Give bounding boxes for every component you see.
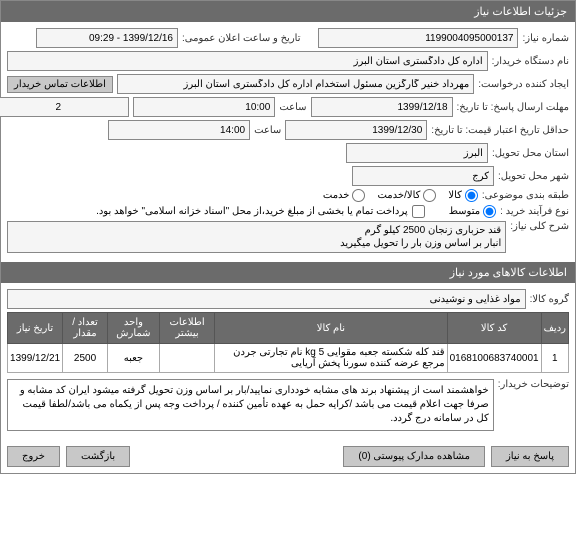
footer-buttons: پاسخ به نیاز مشاهده مدارک پیوستی (0) باز…	[1, 440, 575, 473]
th-name: نام کالا	[215, 313, 447, 344]
page-container: جزئیات اطلاعات نیاز شماره نیاز: تاریخ و …	[0, 0, 576, 474]
goods-area: گروه کالا: ردیف کد کالا نام کالا اطلاعات…	[1, 283, 575, 440]
header-details: جزئیات اطلاعات نیاز	[1, 1, 575, 22]
public-time-field	[36, 28, 178, 48]
valid-label: حداقل تاریخ اعتبار قیمت: تا تاریخ:	[431, 125, 569, 136]
deadline-label: مهلت ارسال پاسخ: تا تاریخ:	[457, 102, 569, 113]
r1-extra	[159, 344, 214, 373]
contact-link[interactable]: اطلاعات تماس خریدار	[7, 76, 113, 93]
need-number-field	[318, 28, 518, 48]
pkg-serv-radio[interactable]	[352, 189, 365, 202]
th-qty: تعداد / مقدار	[63, 313, 108, 344]
desc-label: شرح کلی نیاز:	[510, 221, 569, 232]
group-label: گروه کالا:	[530, 294, 569, 305]
buyer-name-field	[7, 51, 488, 71]
r1-qty: 2500	[63, 344, 108, 373]
pkg-goods-option[interactable]: کالا	[448, 189, 478, 202]
group-field	[7, 289, 526, 309]
r1-code: 0168100683740001	[447, 344, 541, 373]
th-date: تاریخ نیاز	[8, 313, 63, 344]
proc-mid-radio[interactable]	[483, 205, 496, 218]
exit-button[interactable]: خروج	[7, 446, 60, 467]
package-radio-group: کالا کالا/خدمت خدمت	[323, 189, 478, 202]
r1-date: 1399/12/21	[8, 344, 63, 373]
form-area: شماره نیاز: تاریخ و ساعت اعلان عمومی: نا…	[1, 22, 575, 262]
days-count-field	[0, 97, 129, 117]
th-code: کد کالا	[447, 313, 541, 344]
pkg-goods-label: کالا	[448, 190, 462, 201]
r1-idx: 1	[541, 344, 568, 373]
pkg-goods-radio[interactable]	[465, 189, 478, 202]
pkg-serv-option[interactable]: خدمت	[323, 189, 366, 202]
time-label-1: ساعت	[279, 102, 306, 113]
table-row: 1 0168100683740001 قند کله شکسته جعبه مق…	[8, 344, 569, 373]
r1-name: قند کله شکسته جعبه مقوایی kg 5 نام تجارت…	[215, 344, 447, 373]
pkg-service-radio[interactable]	[423, 189, 436, 202]
province-label: استان محل تحویل:	[492, 148, 569, 159]
city-field	[352, 166, 494, 186]
time-label-2: ساعت	[254, 125, 281, 136]
public-time-label: تاریخ و ساعت اعلان عمومی:	[182, 33, 301, 44]
deadline-time-field	[133, 97, 275, 117]
pay-note-text: پرداخت تمام یا بخشی از مبلغ خرید،از محل …	[96, 206, 408, 217]
proc-mid-label: متوسط	[449, 206, 480, 217]
desc-field: قند حزباری زنجان 2500 کیلو گرم انبار بر …	[7, 221, 506, 253]
buyer-note-box: خواهشمند است از پیشنهاد برند های مشابه خ…	[7, 379, 494, 431]
th-unit: واحد شمارش	[107, 313, 159, 344]
pkg-serv-label: خدمت	[323, 190, 350, 201]
buyer-note-label: توضیحات خریدار:	[498, 379, 569, 390]
buyer-name-label: نام دستگاه خریدار:	[492, 56, 569, 67]
need-number-label: شماره نیاز:	[522, 33, 569, 44]
package-label: طبقه بندی موضوعی:	[482, 190, 569, 201]
r1-unit: جعبه	[107, 344, 159, 373]
th-row: ردیف	[541, 313, 568, 344]
desc-line2: انبار بر اساس وزن بار را تحویل میگیرید	[12, 237, 501, 250]
desc-line1: قند حزباری زنجان 2500 کیلو گرم	[12, 224, 501, 237]
creator-field	[117, 74, 474, 94]
process-radio-group: متوسط	[449, 205, 496, 218]
valid-time-field	[108, 120, 250, 140]
th-extra: اطلاعات بیشتر	[159, 313, 214, 344]
valid-date-field	[285, 120, 427, 140]
pkg-service-option[interactable]: کالا/خدمت	[377, 189, 436, 202]
deadline-date-field	[311, 97, 453, 117]
creator-label: ایجاد کننده درخواست:	[478, 79, 569, 90]
reply-button[interactable]: پاسخ به نیاز	[491, 446, 569, 467]
pay-note-checkbox[interactable]	[412, 205, 425, 218]
view-attachments-button[interactable]: مشاهده مدارک پیوستی (0)	[343, 446, 485, 467]
back-button[interactable]: بازگشت	[66, 446, 130, 467]
province-field	[346, 143, 488, 163]
pkg-service-label: کالا/خدمت	[377, 190, 420, 201]
city-label: شهر محل تحویل:	[498, 171, 569, 182]
header-goods: اطلاعات کالاهای مورد نیاز	[1, 262, 575, 283]
goods-table: ردیف کد کالا نام کالا اطلاعات بیشتر واحد…	[7, 312, 569, 373]
proc-mid-option[interactable]: متوسط	[449, 205, 496, 218]
process-label: نوع فرآیند خرید :	[500, 206, 569, 217]
